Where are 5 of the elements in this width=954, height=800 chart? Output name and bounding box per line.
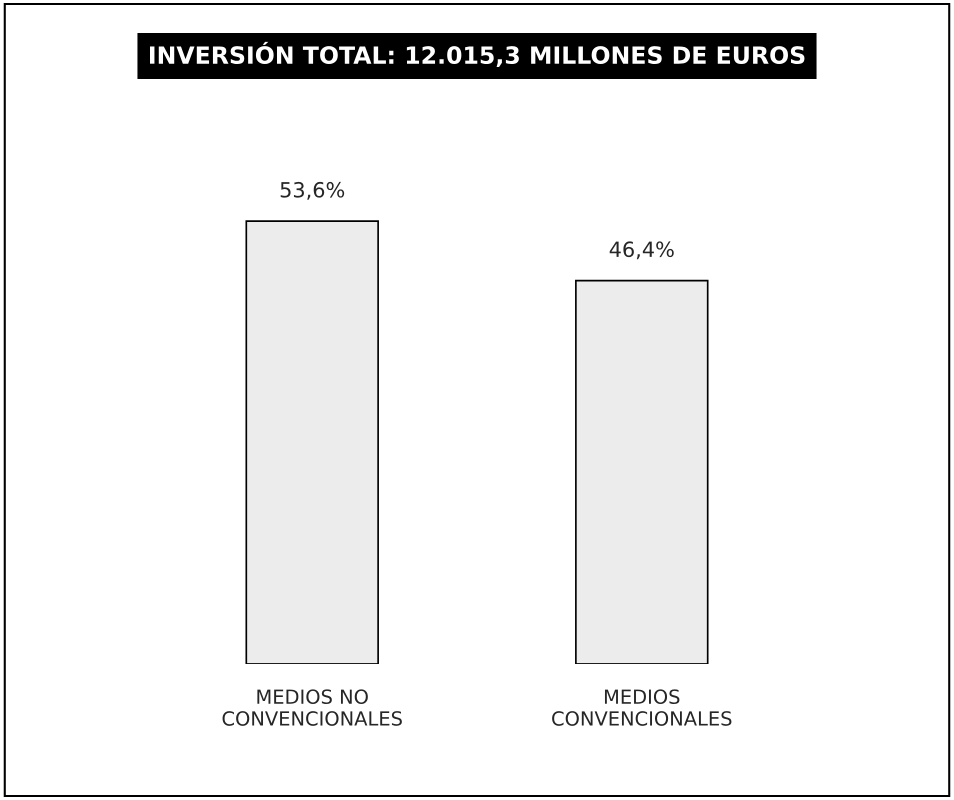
data-label: 53,6% (280, 182, 344, 200)
x-tick-label: MEDIOS CONVENCIONALES (552, 689, 732, 726)
chart-title: INVERSIÓN TOTAL: 12.015,3 MILLONES DE EUROS (150, 42, 804, 68)
data-label: 46,4% (610, 241, 674, 260)
x-tick-label: MEDIOS NO CONVENCIONALES (222, 689, 402, 726)
